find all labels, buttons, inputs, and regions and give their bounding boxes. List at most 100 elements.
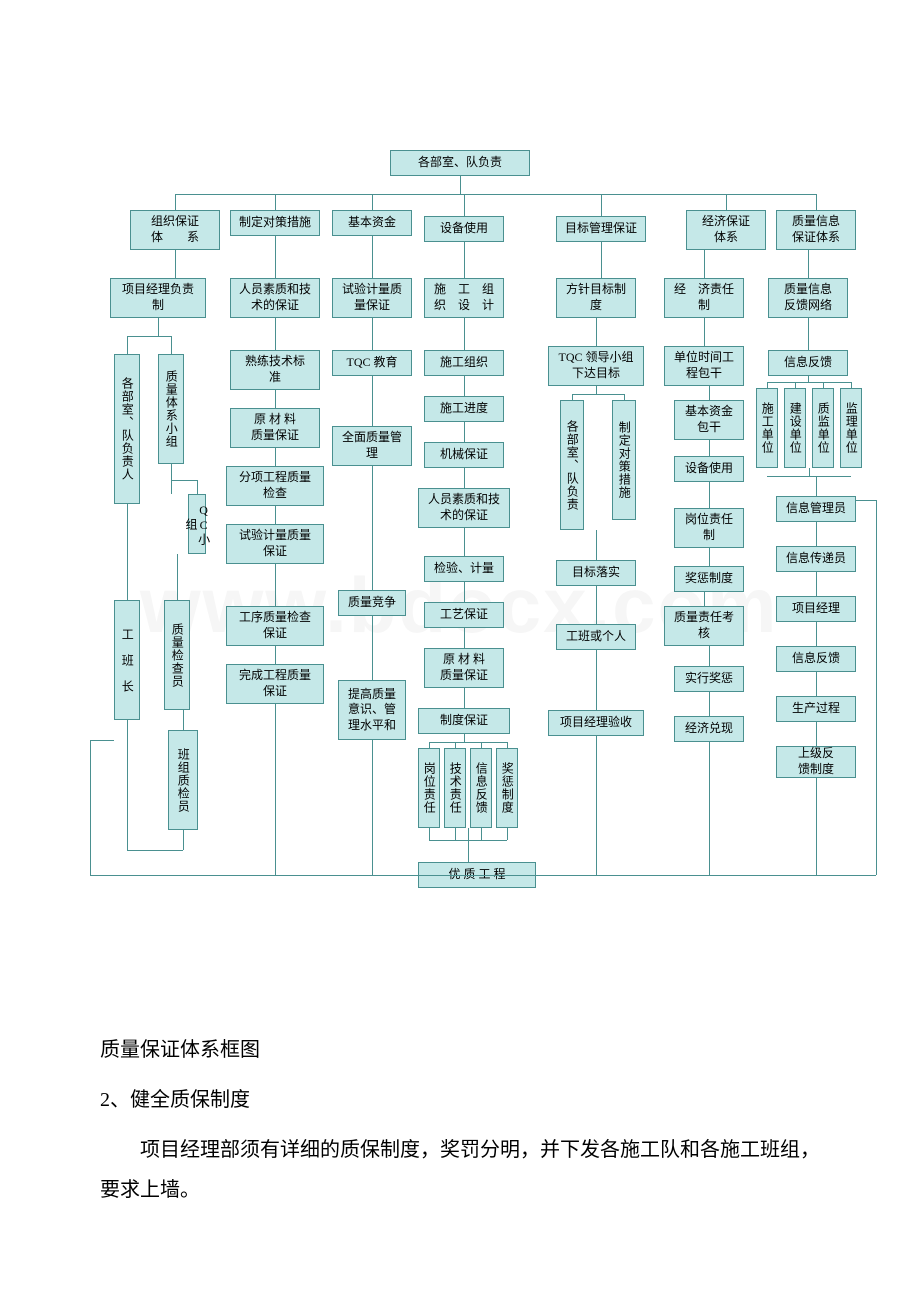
- connector-line: [816, 622, 817, 646]
- connector-line: [275, 704, 276, 875]
- connector-line: [127, 336, 171, 337]
- flowchart-node: 施 工 组织 设 计: [424, 278, 504, 318]
- flowchart-node: 工班或个人: [556, 624, 636, 650]
- flowchart-node: 单位时间工程包干: [664, 346, 744, 386]
- connector-line: [596, 650, 597, 710]
- connector-line: [372, 616, 373, 680]
- connector-line: [429, 742, 507, 743]
- flowchart-node: TQC 领导小组下达目标: [548, 346, 644, 386]
- connector-line: [596, 386, 597, 394]
- flowchart-node: 质量检查员: [164, 600, 190, 710]
- flowchart-node: 设备使用: [424, 216, 504, 242]
- connector-line: [816, 722, 817, 746]
- flowchart-node: 项目经理负责制: [110, 278, 206, 318]
- flowchart-node: 制度保证: [418, 708, 510, 734]
- connector-line: [275, 390, 276, 408]
- flowchart-node: 信息传递员: [776, 546, 856, 572]
- connector-line: [275, 236, 276, 278]
- flowchart-node: TQC 教育: [332, 350, 412, 376]
- flowchart-node: 实行奖惩: [674, 666, 744, 692]
- connector-line: [709, 548, 710, 566]
- flowchart-node: 试验计量质量保证: [332, 278, 412, 318]
- connector-line: [816, 476, 817, 496]
- connector-line: [876, 500, 877, 875]
- flowchart-diagram: www.bdocx.com 各部室、队负责组织保证体 系制定对策措施基本资金设备…: [0, 0, 920, 1000]
- connector-line: [709, 386, 710, 400]
- flowchart-node: QC小组: [188, 494, 206, 554]
- flowchart-node: 方针目标制度: [556, 278, 636, 318]
- flowchart-node: 岗位责任: [418, 748, 440, 828]
- connector-line: [464, 628, 465, 648]
- connector-line: [464, 422, 465, 442]
- connector-line: [429, 828, 430, 840]
- flowchart-node: 各部室、队负责人: [114, 354, 140, 504]
- connector-line: [704, 250, 705, 278]
- flowchart-node: 人员素质和技术的保证: [418, 488, 510, 528]
- connector-line: [90, 740, 91, 875]
- flowchart-node: 信息反馈: [776, 646, 856, 672]
- connector-line: [183, 710, 184, 730]
- connector-line: [709, 742, 710, 875]
- flowchart-node: 目标落实: [556, 560, 636, 586]
- connector-line: [816, 572, 817, 596]
- flowchart-node: 制定对策措施: [612, 400, 636, 520]
- connector-line: [175, 250, 176, 278]
- connector-line: [823, 382, 824, 388]
- flowchart-node: 检验、计量: [424, 556, 504, 582]
- flowchart-node: 目标管理保证: [556, 216, 646, 242]
- connector-line: [429, 742, 430, 748]
- flowchart-node: 各部室、队负责: [390, 150, 530, 176]
- flowchart-node: 制定对策措施: [230, 210, 320, 236]
- connector-line: [175, 194, 816, 195]
- connector-line: [464, 376, 465, 396]
- connector-line: [856, 500, 876, 501]
- flowchart-node: 班组质检员: [168, 730, 198, 830]
- flowchart-node: 信息管理员: [776, 496, 856, 522]
- flowchart-node: 上级反馈制度: [776, 746, 856, 778]
- connector-line: [464, 242, 465, 278]
- connector-line: [726, 194, 727, 210]
- connector-line: [572, 394, 624, 395]
- flowchart-node: 分项工程质量检查: [226, 466, 324, 506]
- connector-line: [464, 468, 465, 488]
- connector-line: [596, 586, 597, 624]
- flowchart-node: 信息反馈: [768, 350, 848, 376]
- connector-line: [572, 394, 573, 400]
- flowchart-node: 工艺保证: [424, 602, 504, 628]
- connector-line: [372, 236, 373, 278]
- connector-line: [372, 194, 373, 210]
- flowchart-node: 奖惩制度: [496, 748, 518, 828]
- connector-line: [481, 828, 482, 840]
- connector-line: [90, 875, 876, 876]
- flowchart-node: 施工组织: [424, 350, 504, 376]
- connector-line: [372, 466, 373, 590]
- connector-line: [455, 742, 456, 748]
- connector-line: [275, 318, 276, 350]
- connector-line: [275, 194, 276, 210]
- flowchart-node: 工序质量检查保证: [226, 606, 324, 646]
- connector-line: [464, 528, 465, 556]
- connector-line: [127, 720, 128, 850]
- connector-line: [481, 742, 482, 748]
- connector-line: [816, 522, 817, 546]
- connector-line: [275, 506, 276, 524]
- flowchart-node: 项目经理验收: [548, 710, 644, 736]
- flowchart-node: 质监单位: [812, 388, 834, 468]
- flowchart-node: 技术责任: [444, 748, 466, 828]
- connector-line: [171, 480, 197, 481]
- connector-line: [709, 692, 710, 716]
- connector-line: [158, 318, 159, 336]
- connector-line: [464, 194, 465, 216]
- connector-line: [275, 646, 276, 664]
- connector-line: [624, 394, 625, 400]
- connector-line: [127, 504, 128, 600]
- flowchart-node: 经济保证体系: [686, 210, 766, 250]
- body-paragraph: 项目经理部须有详细的质保制度，奖罚分明，并下发各施工队和各施工班组，要求上墙。: [100, 1130, 820, 1210]
- diagram-caption: 质量保证体系框图: [100, 1030, 820, 1070]
- flowchart-node: 岗位责任制: [674, 508, 744, 548]
- flowchart-node: 生产过程: [776, 696, 856, 722]
- flowchart-node: 全面质量管理: [332, 426, 412, 466]
- connector-line: [197, 480, 198, 494]
- connector-line: [809, 468, 810, 476]
- connector-line: [596, 530, 597, 560]
